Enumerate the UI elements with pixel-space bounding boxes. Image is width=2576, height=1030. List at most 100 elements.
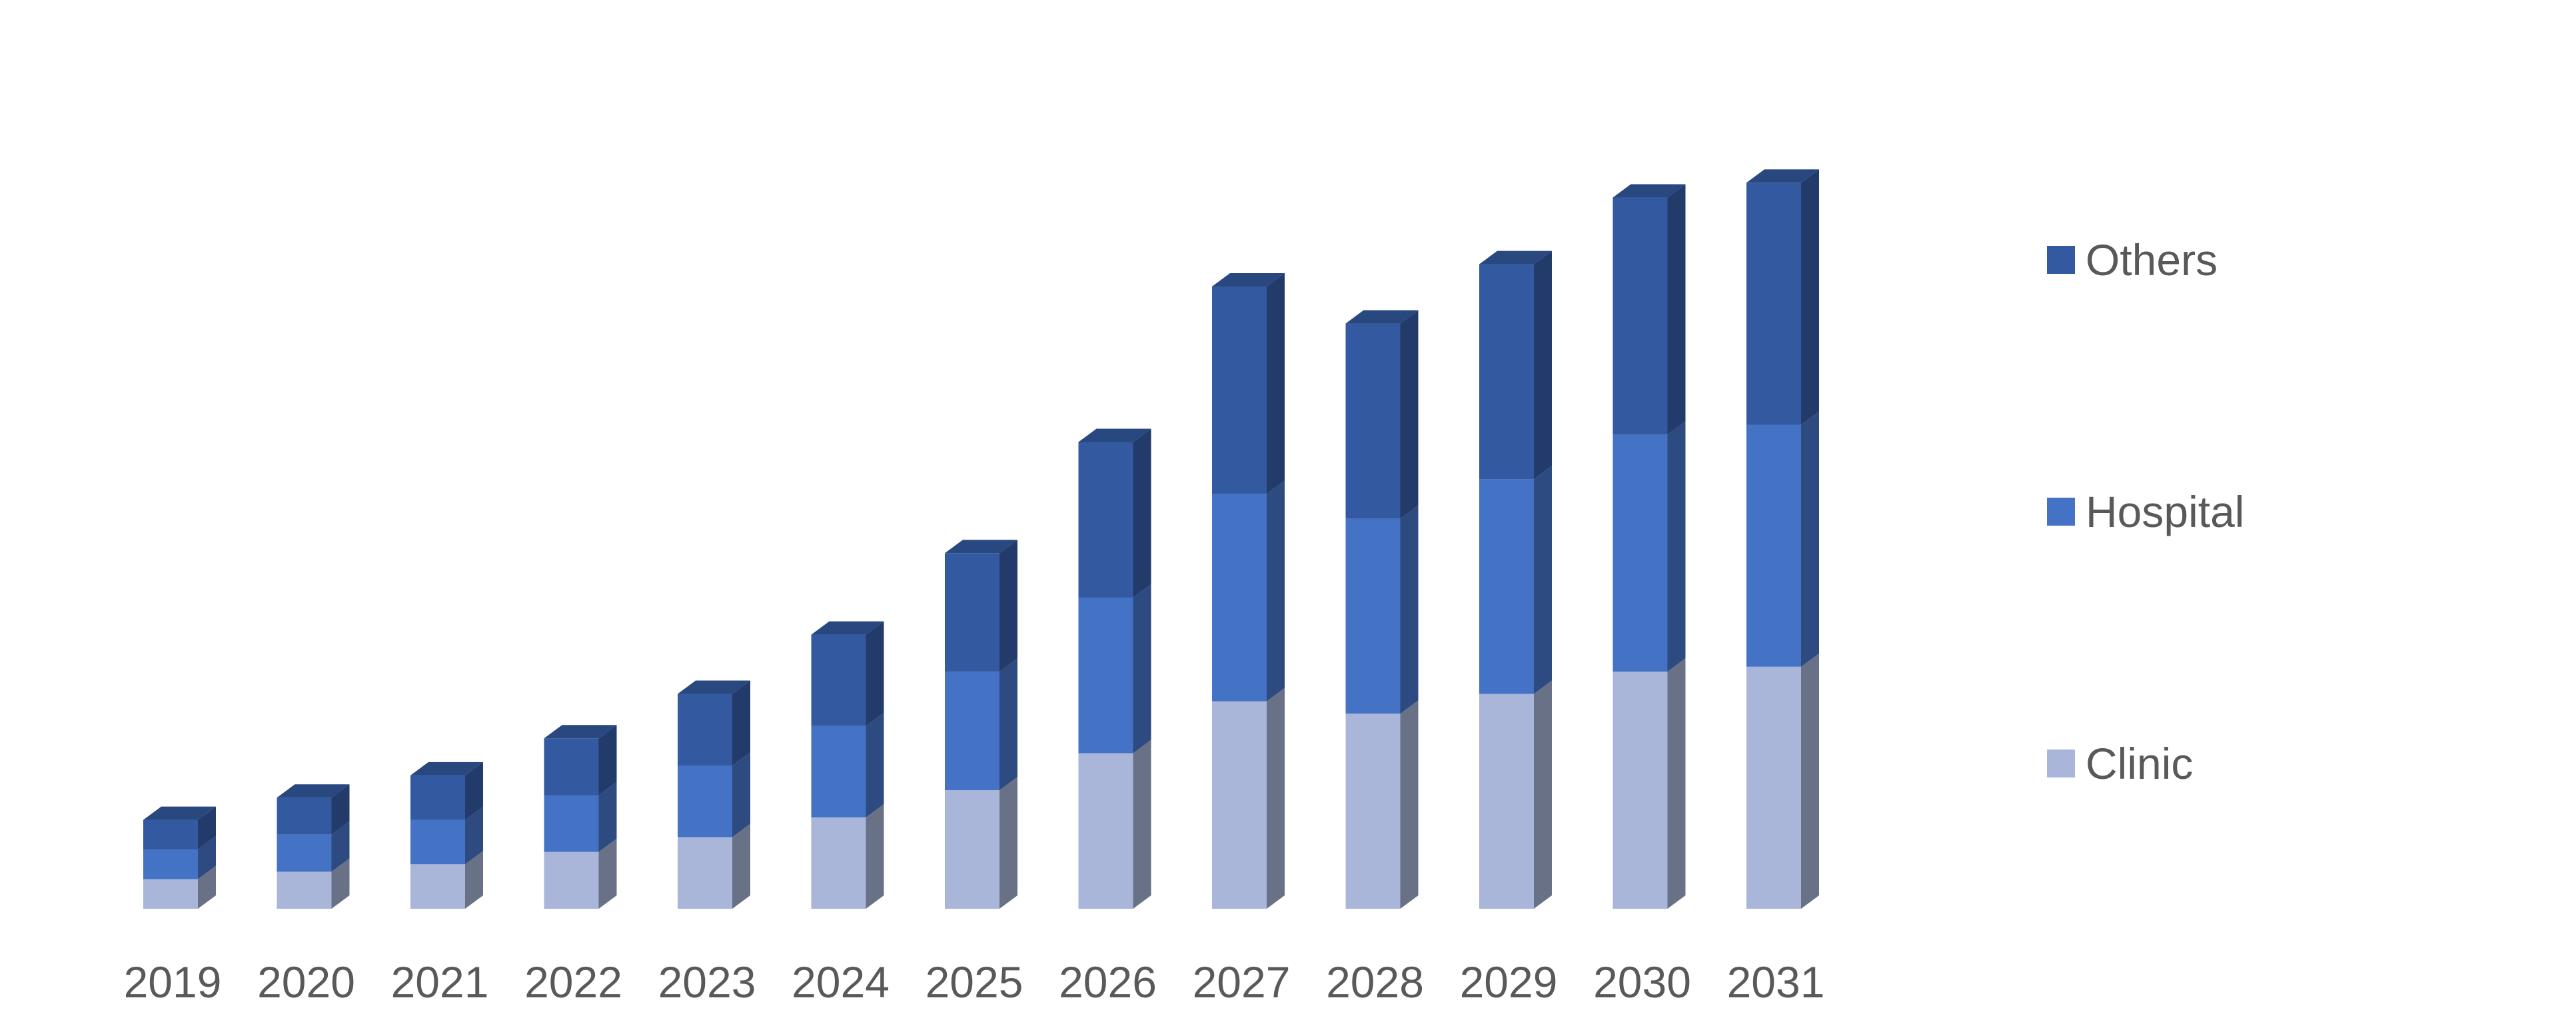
bar-clinic-2027-side	[1267, 688, 1285, 909]
bar-hospital-2030-side	[1667, 421, 1686, 672]
bar-clinic-2026	[1078, 740, 1151, 909]
bar-others-2021-front	[410, 775, 465, 820]
bar-group-2031	[1746, 169, 1819, 909]
bar-clinic-2022-side	[598, 838, 617, 909]
bar-group-2022	[544, 725, 617, 909]
bar-hospital-2020	[277, 821, 350, 872]
bar-hospital-2025	[945, 658, 1017, 791]
bar-others-2021-top	[410, 762, 483, 775]
bar-clinic-2025	[945, 777, 1017, 909]
bar-hospital-2020-front	[277, 834, 332, 872]
x-tick-label-2025: 2025	[926, 957, 1023, 1007]
bar-hospital-2029-front	[1479, 479, 1534, 694]
bar-clinic-2028-side	[1400, 700, 1419, 909]
bar-others-2031	[1746, 169, 1819, 425]
bar-clinic-2019-side	[198, 865, 216, 909]
bar-clinic-2026-side	[1133, 740, 1151, 909]
bar-others-2025-side	[999, 540, 1017, 672]
bar-clinic-2028-front	[1345, 714, 1401, 909]
bar-clinic-2031-front	[1746, 666, 1801, 909]
x-tick-label-2020: 2020	[257, 957, 355, 1007]
bar-hospital-2023-front	[678, 766, 732, 837]
bar-others-2022-top	[544, 725, 617, 739]
bar-clinic-2021-front	[410, 864, 465, 909]
bar-others-2028-top	[1345, 310, 1419, 324]
bar-hospital-2025-side	[999, 658, 1017, 791]
x-tick-label-2031: 2031	[1727, 957, 1825, 1007]
bar-group-2020	[277, 784, 350, 909]
bar-group-2024	[811, 621, 884, 909]
bar-others-2024-front	[811, 634, 866, 726]
bar-others-2030-top	[1612, 184, 1686, 198]
legend-item-hospital: Hospital	[2047, 487, 2244, 536]
bar-clinic-2031	[1746, 653, 1819, 909]
bar-clinic-2025-side	[999, 777, 1017, 909]
bar-others-2023-front	[678, 694, 732, 766]
bar-hospital-2023-side	[732, 752, 750, 837]
legend-item-others: Others	[2047, 235, 2218, 284]
bar-others-2023-side	[732, 680, 750, 766]
bar-group-2023	[678, 680, 750, 909]
bar-clinic-2022-front	[544, 851, 599, 909]
bar-hospital-2021-side	[465, 806, 483, 865]
bar-hospital-2021-front	[410, 819, 465, 865]
bar-others-2028	[1345, 310, 1419, 519]
bar-group-2027	[1212, 272, 1285, 909]
bar-hospital-2031-side	[1801, 411, 1819, 667]
bar-hospital-2026-side	[1133, 584, 1151, 754]
bar-hospital-2026	[1078, 584, 1151, 754]
bar-hospital-2024-side	[866, 712, 884, 817]
bar-hospital-2024-front	[811, 726, 866, 817]
legend-label-hospital: Hospital	[2086, 487, 2244, 536]
legend: Others Hospital Clinic	[2047, 235, 2244, 788]
x-tick-label-2023: 2023	[658, 957, 756, 1007]
bar-others-2028-front	[1345, 323, 1401, 519]
bar-others-2021-side	[465, 762, 483, 820]
bar-clinic-2029-side	[1534, 680, 1552, 909]
bar-others-2022	[544, 725, 617, 795]
bar-clinic-2031-side	[1801, 653, 1819, 909]
bar-others-2024-side	[866, 621, 884, 726]
bar-hospital-2021	[410, 806, 483, 865]
bar-others-2025-front	[945, 553, 999, 672]
bar-clinic-2027-front	[1212, 701, 1267, 909]
bar-clinic-2021-side	[465, 851, 483, 909]
bar-clinic-2020-front	[277, 871, 332, 909]
legend-label-others: Others	[2086, 235, 2218, 284]
x-tick-label-2022: 2022	[524, 957, 622, 1007]
bar-others-2019-side	[198, 806, 216, 850]
bar-clinic-2019	[143, 865, 216, 909]
bar-clinic-2023-front	[678, 837, 732, 909]
bar-others-2023	[678, 680, 750, 766]
bar-clinic-2020	[277, 858, 350, 909]
x-tick-label-2021: 2021	[391, 957, 489, 1007]
bar-hospital-2030	[1612, 421, 1686, 672]
bar-clinic-2030-side	[1667, 658, 1686, 909]
bar-others-2030-side	[1667, 184, 1686, 435]
bar-hospital-2030-front	[1612, 434, 1668, 672]
bar-hospital-2023	[678, 752, 750, 837]
bar-others-2029-front	[1479, 264, 1534, 480]
x-tick-label-2030: 2030	[1593, 957, 1691, 1007]
bar-others-2020-side	[331, 784, 350, 835]
bar-clinic-2027	[1212, 688, 1285, 909]
bar-others-2030	[1612, 184, 1686, 435]
bar-others-2024	[811, 621, 884, 726]
bar-others-2020	[277, 784, 350, 835]
bar-hospital-2019-side	[198, 836, 216, 879]
legend-swatch-others	[2047, 246, 2075, 274]
bar-clinic-2021	[410, 851, 483, 909]
bar-others-2027-front	[1212, 286, 1267, 494]
legend-swatch-clinic	[2047, 750, 2075, 777]
bar-group-2030	[1612, 184, 1686, 909]
bar-clinic-2025-front	[945, 790, 999, 909]
x-tick-label-2019: 2019	[124, 957, 222, 1007]
bar-clinic-2022	[544, 838, 617, 909]
bar-group-2021	[410, 762, 483, 909]
bar-hospital-2028	[1345, 505, 1419, 714]
bar-hospital-2022-front	[544, 795, 599, 852]
bar-group-2028	[1345, 310, 1419, 909]
bar-group-2026	[1078, 428, 1151, 909]
